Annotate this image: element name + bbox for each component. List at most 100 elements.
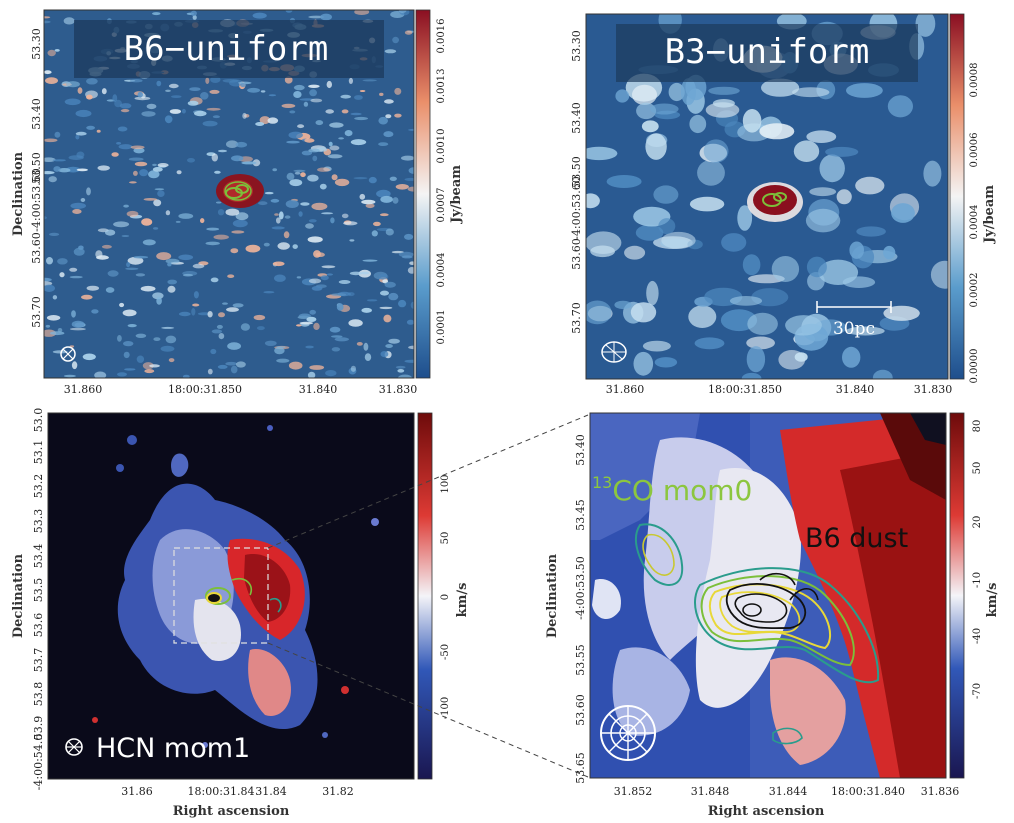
- noise-blob: [59, 272, 65, 278]
- noise-blob: [169, 109, 182, 114]
- noise-blob: [379, 213, 389, 217]
- noise-blob: [872, 369, 893, 379]
- noise-blob: [361, 199, 376, 205]
- noise-blob: [178, 311, 191, 317]
- noise-blob: [389, 176, 397, 181]
- noise-blob: [378, 142, 389, 147]
- noise-blob: [117, 335, 122, 342]
- noise-blob: [80, 198, 86, 202]
- zoom-dec-tick: 53.40: [574, 434, 587, 466]
- noise-blob: [410, 301, 414, 309]
- noise-blob: [215, 201, 222, 204]
- hcn-cb-tick: 0: [440, 594, 451, 600]
- noise-blob: [308, 84, 320, 89]
- noise-blob: [321, 212, 334, 215]
- noise-blob: [398, 299, 407, 308]
- b6-cb-label: Jy/beam: [449, 165, 464, 224]
- noise-blob: [44, 138, 58, 143]
- noise-blob: [134, 96, 151, 101]
- noise-blob: [615, 89, 630, 103]
- noise-blob: [182, 374, 190, 378]
- noise-blob: [689, 196, 725, 212]
- noise-blob: [340, 94, 352, 99]
- noise-blob: [348, 319, 363, 327]
- noise-blob: [57, 328, 63, 333]
- noise-blob: [156, 297, 162, 305]
- noise-blob: [653, 185, 679, 204]
- b3-cb-tick: 0.0004: [969, 205, 980, 240]
- hcn-dec-tick: 53.8: [32, 682, 45, 707]
- noise-blob: [317, 167, 330, 172]
- noise-blob: [296, 276, 302, 279]
- noise-blob: [44, 216, 47, 220]
- panel-hcn-mom1: HCN mom1 53.0 53.1 53.2 53.3 53.4 53.5 5…: [11, 408, 470, 819]
- noise-blob: [384, 99, 394, 104]
- noise-blob: [114, 99, 122, 108]
- noise-blob: [190, 10, 197, 16]
- noise-blob: [274, 213, 279, 216]
- noise-blob: [845, 326, 885, 336]
- noise-blob: [737, 205, 753, 231]
- noise-blob: [187, 100, 199, 106]
- hcn-ra-center-tick: 18:00:31.84: [188, 785, 255, 798]
- noise-blob: [353, 177, 368, 180]
- noise-blob: [192, 15, 197, 20]
- noise-blob: [407, 267, 414, 274]
- noise-blob: [207, 311, 213, 318]
- noise-blob: [116, 142, 122, 145]
- noise-blob: [52, 295, 58, 300]
- noise-blob: [230, 365, 238, 374]
- noise-blob: [264, 191, 274, 195]
- noise-blob: [44, 284, 55, 292]
- noise-blob: [44, 20, 51, 24]
- noise-blob: [175, 220, 181, 223]
- noise-blob: [257, 326, 265, 331]
- noise-blob: [363, 342, 369, 351]
- noise-blob: [123, 341, 134, 347]
- noise-blob: [153, 227, 159, 230]
- noise-blob: [240, 323, 250, 331]
- noise-blob: [746, 346, 766, 373]
- zoom-dec-ticks: 53.40 53.45 -4:00:53.50 53.55 53.60 53.6…: [574, 434, 587, 784]
- b6-cb-tick: 0.0010: [436, 129, 447, 164]
- noise-blob: [111, 152, 119, 157]
- noise-blob: [171, 95, 182, 98]
- noise-blob: [226, 140, 239, 148]
- noise-blob: [240, 83, 246, 88]
- noise-blob: [167, 262, 172, 267]
- noise-blob: [247, 87, 261, 93]
- noise-blob: [336, 303, 344, 311]
- noise-blob: [883, 305, 920, 321]
- noise-blob: [849, 241, 864, 259]
- noise-blob: [168, 83, 179, 89]
- noise-blob: [126, 262, 131, 268]
- noise-blob: [235, 141, 248, 148]
- noise-blob: [855, 176, 885, 195]
- hcn-dec-tick: -4:00:54.0: [32, 734, 45, 791]
- noise-blob: [341, 109, 349, 114]
- noise-blob: [232, 219, 248, 228]
- noise-blob: [73, 247, 85, 256]
- noise-blob: [258, 201, 268, 206]
- noise-blob: [137, 91, 143, 98]
- noise-blob: [277, 242, 290, 250]
- b3-dec-ticks: 53.30 53.40 53.50 -4:00:53.60 53.60 53.7…: [570, 30, 583, 334]
- hcn-cb-label: km/s: [455, 583, 470, 618]
- noise-blob: [231, 230, 245, 234]
- noise-blob: [75, 131, 87, 136]
- b3-dec-tick: 53.50: [570, 156, 583, 188]
- b6-ra-tick: 18:00:31.850: [168, 383, 242, 396]
- hcn-dec-tick: 53.7: [32, 648, 45, 673]
- noise-blob: [44, 277, 52, 282]
- noise-blob: [320, 13, 332, 21]
- noise-blob: [44, 171, 55, 175]
- noise-blob: [143, 198, 158, 201]
- noise-blob: [133, 170, 138, 176]
- hcn-ra-tick: 31.82: [322, 785, 354, 798]
- noise-blob: [741, 372, 762, 379]
- noise-blob: [54, 49, 60, 52]
- noise-blob: [152, 292, 164, 300]
- hcn-cb-tick: -100: [440, 697, 451, 719]
- noise-blob: [321, 265, 336, 269]
- noise-blob: [129, 181, 137, 184]
